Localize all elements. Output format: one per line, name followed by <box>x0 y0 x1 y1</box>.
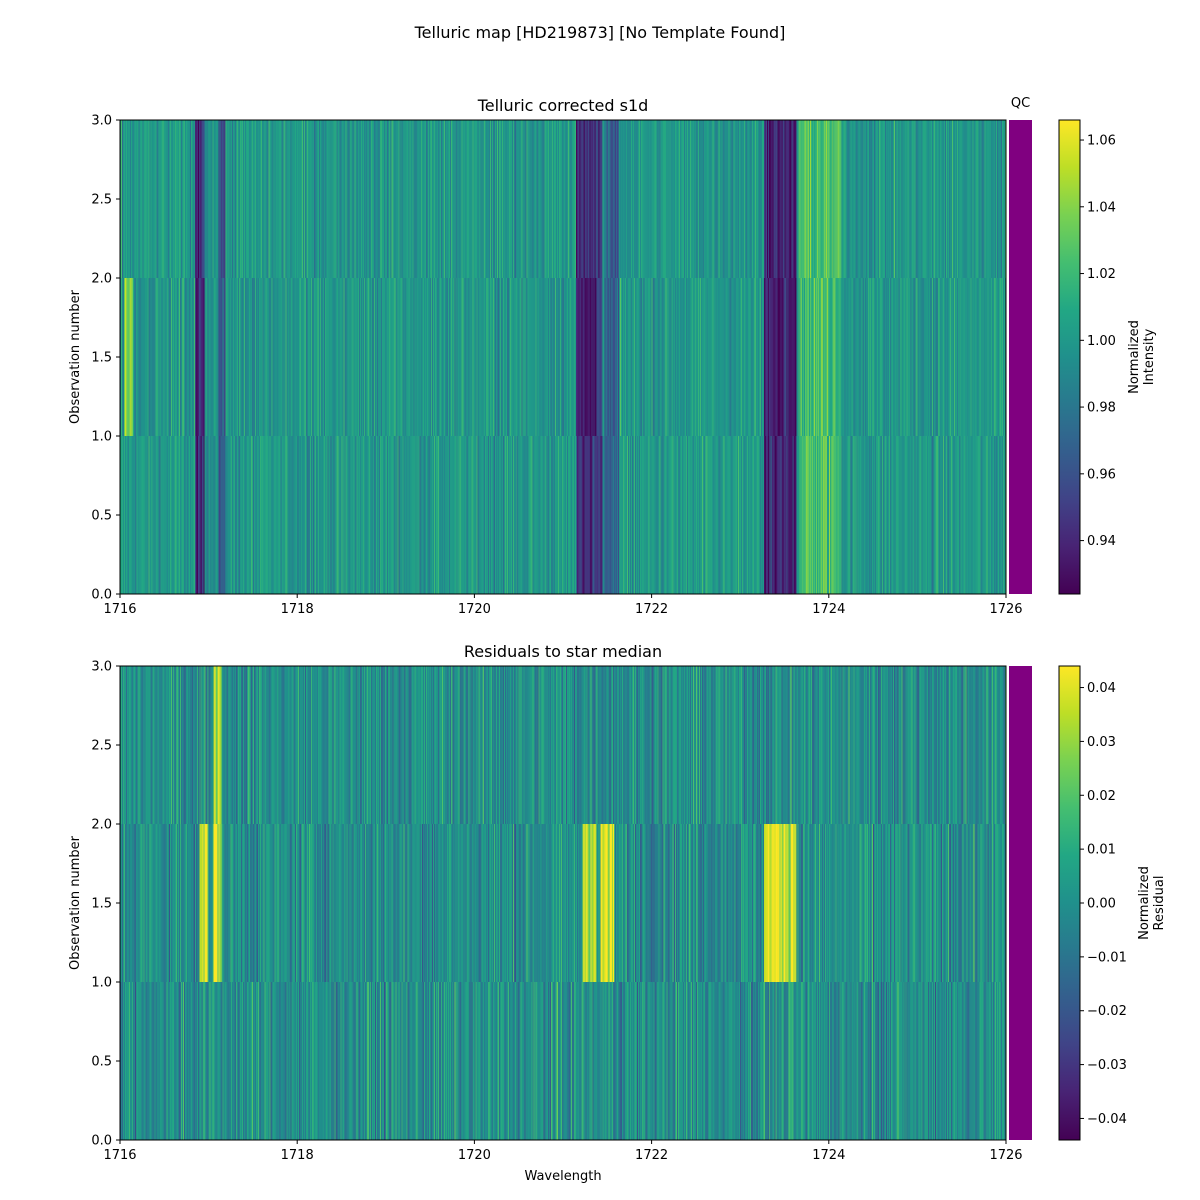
heatmap-cells <box>120 120 1007 594</box>
y-tick-label: 1.5 <box>91 897 112 912</box>
y-tick-label: 2.0 <box>91 272 112 287</box>
x-tick-label: 1718 <box>281 602 314 617</box>
colorbar-tick-label: 0.00 <box>1087 897 1116 912</box>
x-tick-label: 1720 <box>458 1148 491 1163</box>
x-tick-label: 1722 <box>635 1148 668 1163</box>
y-tick-label: 1.5 <box>91 351 112 366</box>
heatmap-panels: Telluric corrected s1d 1716 1718 1720 1722 17… <box>68 96 1167 1184</box>
colorbar-tick-label: −0.02 <box>1087 1004 1127 1019</box>
colorbar-tick-label: 0.94 <box>1087 534 1116 549</box>
x-axis-label: Wavelength <box>524 1169 601 1184</box>
colorbar-tick-label: 1.02 <box>1087 267 1116 282</box>
colorbar-tick-label: 0.96 <box>1087 467 1116 482</box>
qc-strip <box>1009 120 1032 594</box>
x-tick-label: 1726 <box>989 1148 1022 1163</box>
y-tick-label: 3.0 <box>91 660 112 675</box>
x-tick-label: 1724 <box>812 602 845 617</box>
x-tick-label: 1716 <box>103 1148 136 1163</box>
y-tick-label: 2.5 <box>91 193 112 208</box>
y-axis-label: Observation number <box>68 289 83 424</box>
y-tick-label: 0.5 <box>91 1055 112 1070</box>
x-tick-label: 1722 <box>635 602 668 617</box>
colorbar-label: Residual <box>1152 876 1167 931</box>
colorbar-tick-label: −0.04 <box>1087 1112 1127 1127</box>
y-tick-label: 2.5 <box>91 739 112 754</box>
y-tick-label: 1.0 <box>91 976 112 991</box>
colorbar-tick-label: 1.06 <box>1087 134 1116 149</box>
colorbar-tick-label: −0.01 <box>1087 950 1127 965</box>
x-tick-label: 1726 <box>989 602 1022 617</box>
colorbar-label: Normalized <box>1127 320 1142 394</box>
colorbar-tick-label: 1.04 <box>1087 200 1116 215</box>
x-tick-label: 1718 <box>281 1148 314 1163</box>
y-tick-label: 1.0 <box>91 430 112 445</box>
x-tick-label: 1720 <box>458 602 491 617</box>
colorbar <box>1058 665 1081 1141</box>
colorbar-tick-label: 0.98 <box>1087 401 1116 416</box>
panel-title: Residuals to star median <box>464 642 662 661</box>
y-axis-label: Observation number <box>68 835 83 970</box>
qc-strip <box>1009 666 1032 1140</box>
panel-title: Telluric corrected s1d <box>477 96 649 115</box>
y-tick-label: 0.0 <box>91 1134 112 1149</box>
heatmap-cells <box>120 666 1007 1140</box>
colorbar-label: Intensity <box>1142 328 1157 385</box>
y-tick-label: 0.5 <box>91 509 112 524</box>
colorbar-tick-label: −0.03 <box>1087 1058 1127 1073</box>
colorbar-tick-label: 1.00 <box>1087 334 1116 349</box>
colorbar-tick-label: 0.03 <box>1087 735 1116 750</box>
qc-label: QC <box>1011 96 1030 111</box>
colorbar <box>1058 119 1081 595</box>
colorbar-tick-label: 0.01 <box>1087 843 1116 858</box>
heatmap-panel-2: Residuals to star median 1716 1718 1720 1722… <box>68 642 1167 1184</box>
heatmap-panel-1: Telluric corrected s1d 1716 1718 1720 1722 17… <box>68 96 1157 617</box>
colorbar-label: Normalized <box>1137 866 1152 940</box>
x-tick-label: 1724 <box>812 1148 845 1163</box>
figure-suptitle: Telluric map [HD219873] [No Template Fou… <box>414 23 786 42</box>
y-tick-label: 2.0 <box>91 818 112 833</box>
colorbar-tick-label: 0.04 <box>1087 681 1116 696</box>
y-tick-label: 0.0 <box>91 588 112 603</box>
x-tick-label: 1716 <box>103 602 136 617</box>
colorbar-tick-label: 0.02 <box>1087 789 1116 804</box>
y-tick-label: 3.0 <box>91 114 112 129</box>
